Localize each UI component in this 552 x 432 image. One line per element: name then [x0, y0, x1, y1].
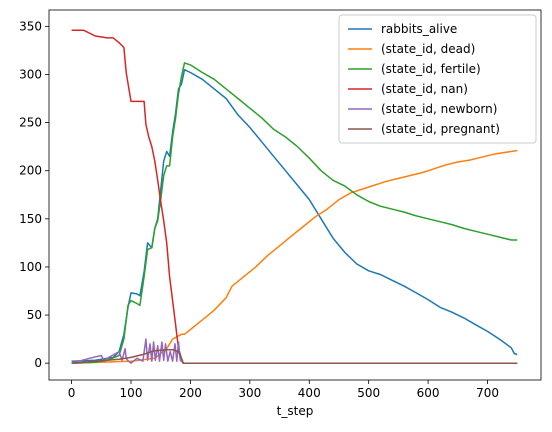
- y-tick-label: 100: [19, 260, 42, 274]
- y-tick-label: 300: [19, 67, 42, 81]
- x-tick-label: 200: [179, 386, 202, 400]
- x-tick-label: 600: [417, 386, 440, 400]
- x-axis-label: t_step: [277, 404, 314, 418]
- x-tick-label: 100: [120, 386, 143, 400]
- x-tick-label: 0: [68, 386, 76, 400]
- legend-label: rabbits_alive: [381, 22, 457, 36]
- series-line-5: [72, 350, 518, 364]
- legend-label: (state_id, newborn): [381, 102, 497, 116]
- y-tick-label: 0: [34, 356, 42, 370]
- y-tick-label: 150: [19, 212, 42, 226]
- y-axis: 0 50 100 150 200 250 300 350: [19, 19, 49, 370]
- y-tick-label: 50: [27, 308, 42, 322]
- x-tick-label: 700: [476, 386, 499, 400]
- legend-label: (state_id, fertile): [381, 62, 481, 76]
- legend-label: (state_id, pregnant): [381, 122, 500, 136]
- y-tick-label: 200: [19, 164, 42, 178]
- x-tick-label: 400: [298, 386, 321, 400]
- x-tick-label: 300: [238, 386, 261, 400]
- y-tick-label: 250: [19, 116, 42, 130]
- y-tick-label: 350: [19, 19, 42, 33]
- x-tick-label: 500: [357, 386, 380, 400]
- legend-label: (state_id, dead): [381, 42, 475, 56]
- series-line-4: [72, 339, 518, 363]
- legend: rabbits_alive (state_id, dead) (state_id, …: [339, 15, 536, 143]
- x-axis: 0 100 200 300 400 500 600 700: [68, 380, 499, 400]
- legend-label: (state_id, nan): [381, 82, 468, 96]
